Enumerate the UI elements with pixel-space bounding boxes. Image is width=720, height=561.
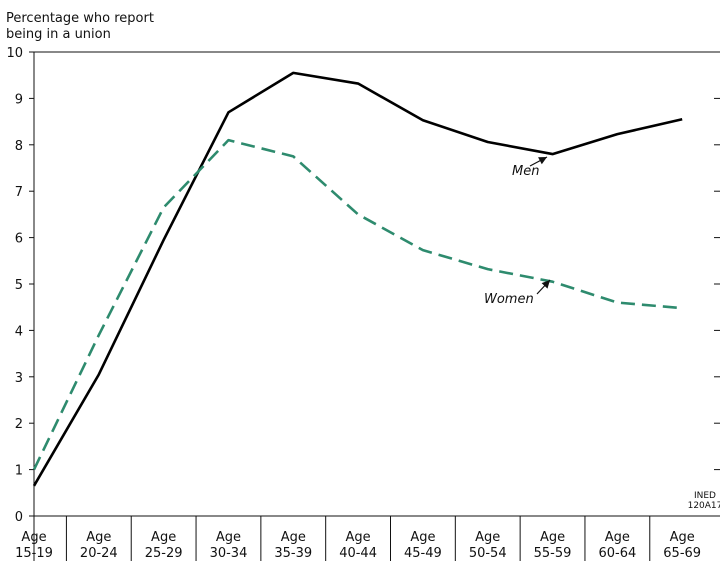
x-category-label: 45-49 (404, 546, 442, 561)
y-tick-label: 0 (15, 510, 23, 525)
x-category-label: Age (346, 530, 371, 545)
x-category-label: Age (475, 530, 500, 545)
x-category-label: Age (540, 530, 565, 545)
x-category-label: 65-69 (663, 546, 701, 561)
x-category-label: 40-44 (339, 546, 377, 561)
y-axis-ticks: 0 1 2 3 4 5 6 7 8 9 10 (6, 46, 720, 525)
x-category-label: Age (410, 530, 435, 545)
x-category-label: 15-19 (15, 546, 53, 561)
y-tick-label: 4 (15, 324, 23, 339)
credit-line-1: INED (694, 491, 716, 501)
y-tick-label: 1 (15, 464, 23, 479)
x-axis-categories: Age15-19Age20-24Age25-29Age30-34Age35-39… (15, 516, 701, 561)
y-axis-title-line-1: Percentage who report (6, 11, 154, 26)
x-category-label: 30-34 (210, 546, 248, 561)
y-tick-label: 9 (15, 92, 23, 107)
y-tick-label: 7 (15, 185, 23, 200)
x-category-label: 60-64 (598, 546, 636, 561)
y-tick-label: 6 (15, 232, 23, 247)
x-category-label: 35-39 (274, 546, 312, 561)
y-tick-label: 3 (15, 371, 23, 386)
y-tick-label: 5 (15, 278, 23, 293)
y-tick-label: 10 (6, 46, 23, 61)
x-category-label: 20-24 (80, 546, 118, 561)
y-axis-title-line-2: being in a union (6, 27, 111, 42)
series-lines (32, 71, 683, 487)
x-category-label: Age (21, 530, 46, 545)
x-category-label: Age (216, 530, 241, 545)
women-series-line (32, 138, 683, 471)
x-category-label: Age (86, 530, 111, 545)
credit-line-2: 120A17 (688, 501, 720, 511)
women-label-arrowhead (541, 280, 550, 289)
women-series-label: Women (484, 292, 534, 307)
x-category-label: Age (151, 530, 176, 545)
x-category-label: Age (605, 530, 630, 545)
axes-frame (33, 51, 720, 561)
x-category-label: Age (670, 530, 695, 545)
men-label-arrowhead (538, 157, 547, 165)
men-series-label: Men (512, 164, 539, 179)
x-category-label: 50-54 (469, 546, 507, 561)
series-labels: Men Women (484, 156, 551, 307)
x-category-label: Age (281, 530, 306, 545)
x-category-label: 25-29 (145, 546, 183, 561)
men-series-line (32, 71, 683, 487)
y-tick-label: 2 (15, 417, 23, 432)
y-tick-label: 8 (15, 139, 23, 154)
x-category-label: 55-59 (534, 546, 572, 561)
